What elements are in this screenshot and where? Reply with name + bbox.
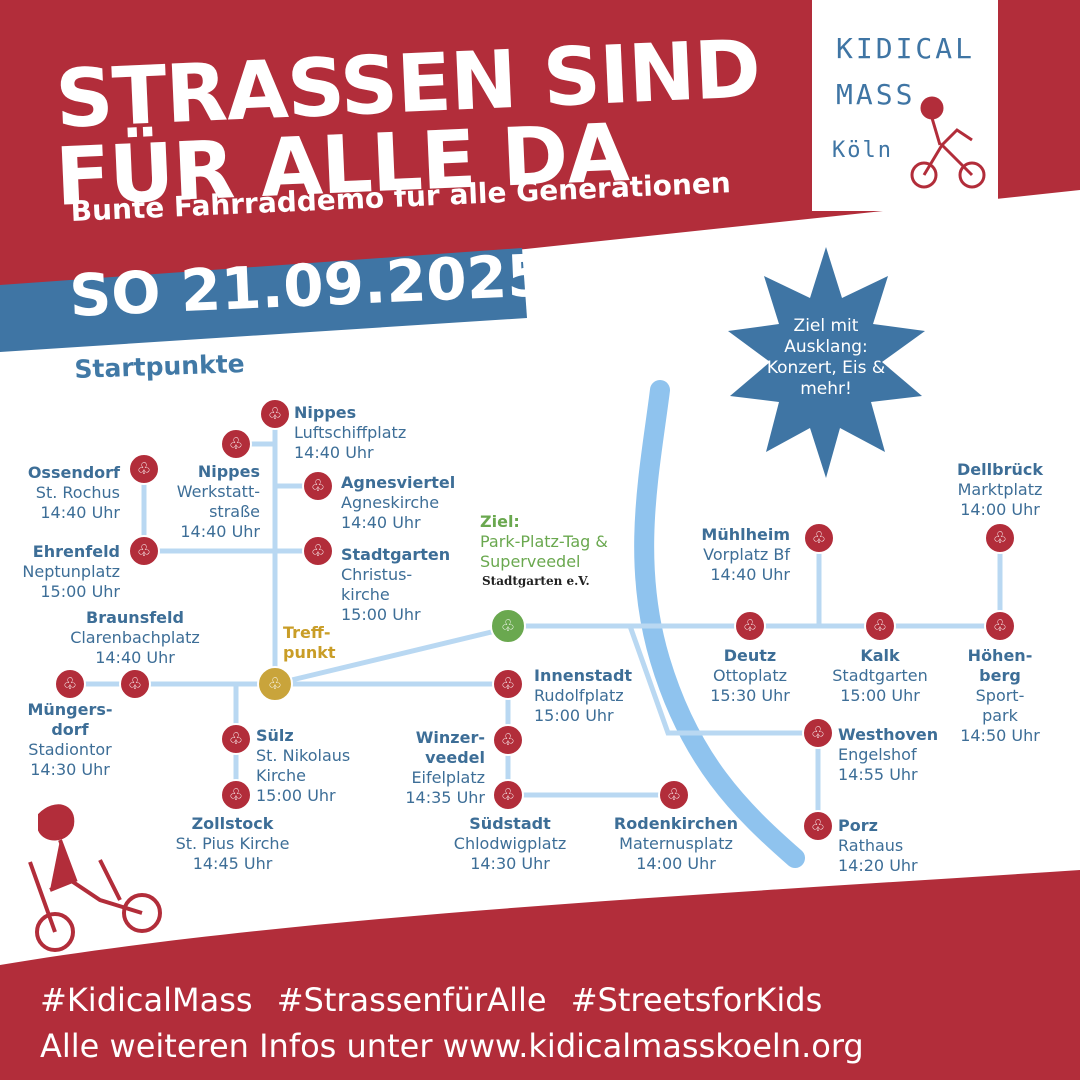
label-muehlheim: Mühlheim Vorplatz Bf 14:40 Uhr — [701, 525, 790, 584]
river-rhine — [634, 380, 805, 868]
marker-zollstock[interactable]: ♧ — [220, 779, 252, 811]
kidical-mass-logo: KIDICAL MASS Köln — [812, 0, 998, 211]
label-agnesviertel: Agnesviertel Agneskirche 14:40 Uhr — [341, 473, 456, 532]
red-footer-band — [0, 870, 1080, 1080]
marker-hoehenberg[interactable]: ♧ — [984, 610, 1016, 642]
label-dellbrueck: Dellbrück Marktplatz 14:00 Uhr — [957, 460, 1043, 519]
label-deutz: Deutz Ottoplatz 15:30 Uhr — [710, 646, 790, 705]
goal-burst-text: Ziel mit Ausklang: Konzert, Eis & mehr! — [766, 316, 886, 399]
logo-line2: MASS — [836, 78, 916, 111]
marker-kalk[interactable]: ♧ — [864, 610, 896, 642]
logo-bike-icon — [910, 96, 986, 189]
section-title: Startpunkte — [74, 349, 246, 384]
label-suelz: Sülz St. Nikolaus Kirche 15:00 Uhr — [256, 726, 351, 805]
marker-ehrenfeld[interactable]: ♧ — [128, 535, 160, 567]
marker-westhoven[interactable]: ♧ — [802, 717, 834, 749]
logo-line3: Köln — [832, 138, 893, 163]
marker-stadtgarten[interactable]: ♧ — [302, 535, 334, 567]
label-ossendorf: Ossendorf St. Rochus 14:40 Uhr — [27, 463, 120, 522]
label-zollstock: Zollstock St. Pius Kirche 14:45 Uhr — [175, 814, 290, 873]
marker-suedstadt[interactable]: ♧ — [492, 779, 524, 811]
marker-treffpunkt[interactable]: ♧ — [257, 666, 293, 702]
marker-agnesviertel[interactable]: ♧ — [302, 470, 334, 502]
label-ziel: Ziel: Park-Platz-Tag & Superveedel — [480, 512, 608, 571]
marker-nippes-werkstattstrasse[interactable]: ♧ — [220, 428, 252, 460]
label-rodenkirchen: Rodenkirchen Maternusplatz 14:00 Uhr — [613, 814, 739, 873]
hashtags: #KidicalMass #StrassenfürAlle #Streetsfo… — [40, 981, 823, 1019]
label-muengersdorf: Müngers-dorf Stadiontor 14:30 Uhr — [27, 700, 113, 779]
marker-muehlheim[interactable]: ♧ — [803, 522, 835, 554]
marker-dellbrueck[interactable]: ♧ — [984, 522, 1016, 554]
marker-nippes-luftschiffplatz[interactable]: ♧ — [259, 398, 291, 430]
label-innenstadt: Innenstadt Rudolfplatz 15:00 Uhr — [534, 666, 633, 725]
marker-braunsfeld[interactable]: ♧ — [119, 668, 151, 700]
label-hoehenberg: Höhen-berg Sport-park 14:50 Uhr — [960, 646, 1040, 745]
red-header-band — [0, 0, 1080, 305]
label-suedstadt: Südstadt Chlodwigplatz 14:30 Uhr — [453, 814, 567, 873]
label-porz: Porz Rathaus 14:20 Uhr — [838, 816, 918, 875]
stadtgarten-ev-logo: Stadtgarten e.V. — [482, 574, 590, 588]
marker-winzerveedel[interactable]: ♧ — [492, 724, 524, 756]
marker-ossendorf[interactable]: ♧ — [128, 453, 160, 485]
label-stadtgarten: Stadtgarten Christus-kirche 15:00 Uhr — [341, 545, 451, 624]
date-banner — [0, 248, 527, 352]
marker-deutz[interactable]: ♧ — [734, 610, 766, 642]
label-nippes-luft: Nippes Luftschiffplatz 14:40 Uhr — [294, 403, 407, 462]
kid-bike-illustration — [28, 804, 162, 952]
marker-ziel[interactable]: ♧ — [490, 608, 526, 644]
marker-porz[interactable]: ♧ — [802, 810, 834, 842]
label-treffpunkt: Treff-punkt — [283, 623, 336, 662]
starburst — [728, 247, 925, 478]
marker-muengersdorf[interactable]: ♧ — [54, 668, 86, 700]
label-winzerveedel: Winzer-veedel Eifelplatz 14:35 Uhr — [405, 728, 485, 807]
info-url-text[interactable]: Alle weiteren Infos unter www.kidicalmas… — [40, 1027, 864, 1065]
marker-suelz[interactable]: ♧ — [220, 723, 252, 755]
label-nippes-werk: Nippes Werkstatt-straße 14:40 Uhr — [176, 462, 260, 541]
label-kalk: Kalk Stadtgarten 15:00 Uhr — [832, 646, 928, 705]
label-westhoven: Westhoven Engelshof 14:55 Uhr — [838, 725, 939, 784]
marker-rodenkirchen[interactable]: ♧ — [658, 779, 690, 811]
label-ehrenfeld: Ehrenfeld Neptunplatz 15:00 Uhr — [22, 542, 120, 601]
logo-line1: KIDICAL — [836, 32, 976, 65]
marker-innenstadt[interactable]: ♧ — [492, 668, 524, 700]
label-braunsfeld: Braunsfeld Clarenbachplatz 14:40 Uhr — [70, 608, 200, 667]
